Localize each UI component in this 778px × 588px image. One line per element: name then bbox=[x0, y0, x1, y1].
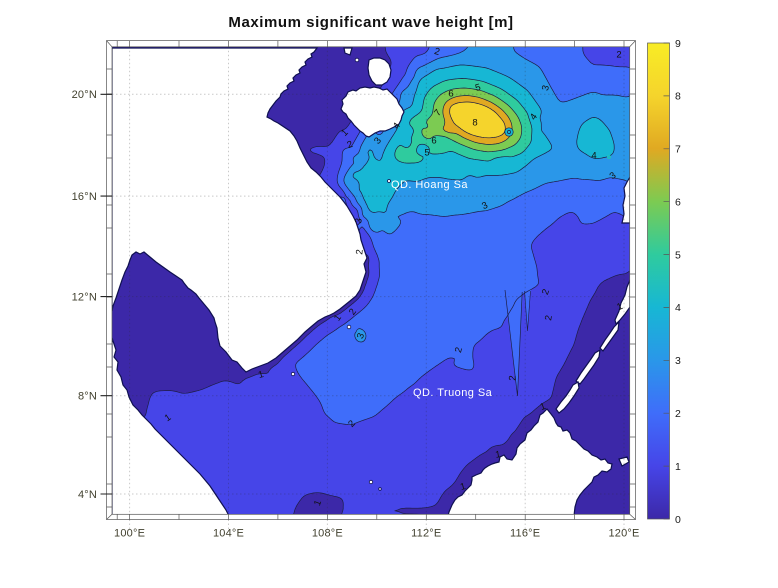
svg-text:5: 5 bbox=[675, 249, 681, 261]
svg-text:4: 4 bbox=[591, 151, 596, 162]
svg-text:7: 7 bbox=[432, 107, 444, 118]
svg-text:8: 8 bbox=[472, 118, 477, 129]
svg-text:12°N: 12°N bbox=[72, 291, 97, 303]
svg-text:104°E: 104°E bbox=[213, 528, 244, 540]
svg-text:5: 5 bbox=[474, 82, 482, 94]
svg-text:4: 4 bbox=[675, 302, 681, 314]
svg-text:4: 4 bbox=[391, 121, 403, 132]
svg-text:1: 1 bbox=[332, 313, 344, 324]
svg-text:1: 1 bbox=[615, 301, 624, 313]
svg-text:2: 2 bbox=[346, 139, 355, 151]
svg-text:6: 6 bbox=[448, 89, 453, 100]
svg-text:16°N: 16°N bbox=[72, 191, 97, 203]
svg-text:6: 6 bbox=[431, 136, 436, 147]
svg-text:2: 2 bbox=[507, 375, 518, 381]
svg-text:1: 1 bbox=[312, 499, 324, 508]
svg-text:3: 3 bbox=[353, 217, 365, 224]
svg-text:1: 1 bbox=[539, 401, 548, 413]
svg-text:2: 2 bbox=[433, 46, 441, 58]
svg-text:1: 1 bbox=[494, 449, 501, 461]
svg-text:2: 2 bbox=[346, 418, 358, 430]
svg-text:20°N: 20°N bbox=[72, 89, 97, 101]
svg-text:9: 9 bbox=[675, 38, 681, 50]
svg-text:3: 3 bbox=[480, 200, 489, 212]
svg-text:2: 2 bbox=[354, 249, 365, 255]
svg-text:8°N: 8°N bbox=[78, 391, 97, 403]
svg-text:116°E: 116°E bbox=[510, 528, 540, 540]
svg-text:2: 2 bbox=[616, 50, 621, 61]
svg-text:108°E: 108°E bbox=[312, 528, 343, 540]
svg-text:8: 8 bbox=[675, 91, 681, 103]
svg-text:1: 1 bbox=[675, 461, 681, 473]
svg-text:112°E: 112°E bbox=[411, 528, 441, 540]
svg-text:4: 4 bbox=[528, 112, 540, 123]
svg-text:100°E: 100°E bbox=[114, 528, 145, 540]
svg-text:3: 3 bbox=[372, 135, 384, 146]
svg-text:QD. Hoang Sa: QD. Hoang Sa bbox=[391, 179, 468, 191]
svg-text:5: 5 bbox=[424, 148, 429, 159]
svg-text:3: 3 bbox=[608, 170, 619, 182]
svg-text:1: 1 bbox=[339, 127, 351, 139]
svg-text:QD. Truong Sa: QD. Truong Sa bbox=[413, 387, 493, 399]
svg-text:3: 3 bbox=[675, 355, 681, 367]
svg-text:0: 0 bbox=[675, 514, 681, 526]
svg-text:3: 3 bbox=[540, 84, 552, 92]
svg-text:2: 2 bbox=[675, 408, 681, 420]
svg-text:7: 7 bbox=[675, 144, 681, 156]
svg-text:1: 1 bbox=[459, 481, 467, 493]
svg-text:2: 2 bbox=[347, 307, 359, 318]
svg-text:6: 6 bbox=[675, 197, 681, 209]
svg-text:Maximum significant wave heigh: Maximum significant wave height [m] bbox=[228, 14, 513, 31]
svg-text:2: 2 bbox=[543, 314, 555, 321]
svg-text:120°E: 120°E bbox=[608, 528, 639, 540]
svg-text:3: 3 bbox=[355, 332, 367, 341]
svg-text:4°N: 4°N bbox=[78, 489, 97, 501]
svg-text:1: 1 bbox=[257, 369, 265, 381]
svg-text:2: 2 bbox=[540, 288, 552, 297]
svg-text:2: 2 bbox=[453, 346, 465, 354]
svg-text:1: 1 bbox=[163, 412, 174, 424]
